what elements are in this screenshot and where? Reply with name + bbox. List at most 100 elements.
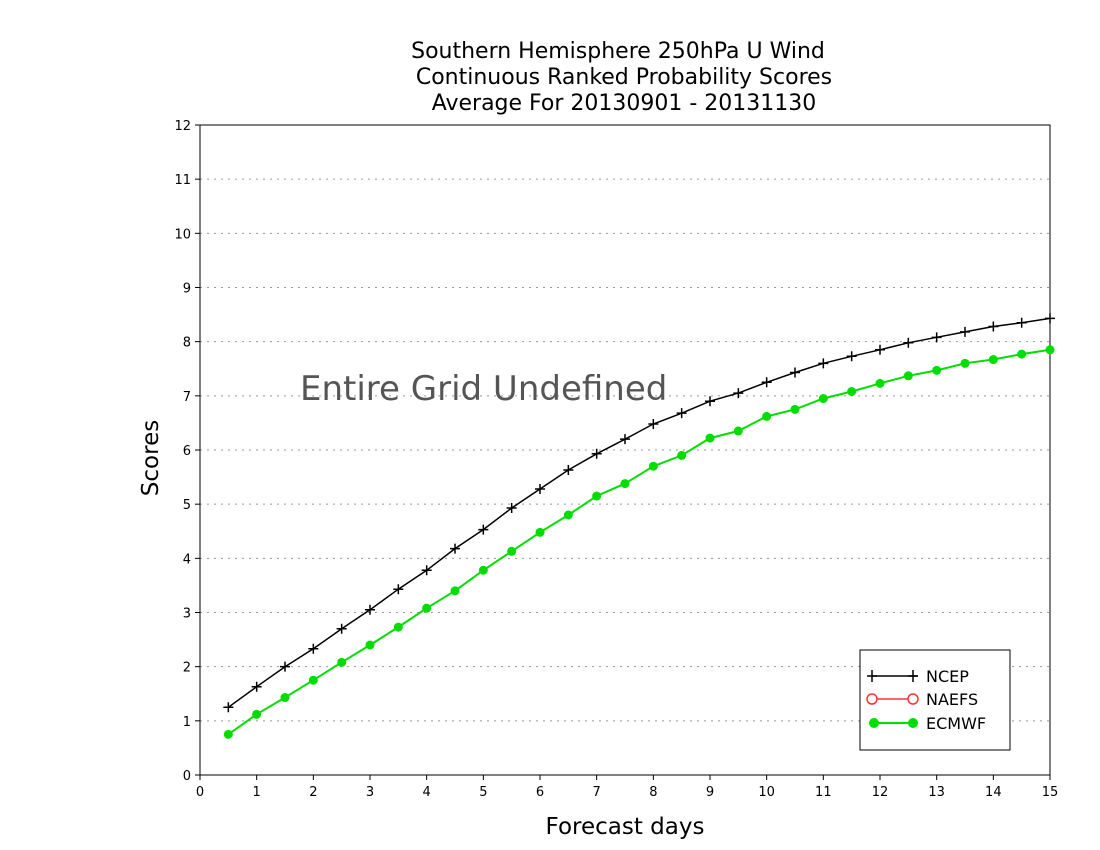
y-axis-label: Scores [138,420,164,496]
data-point-ecmwf [932,365,942,375]
x-tick-label: 7 [593,785,601,800]
data-point-ecmwf [280,693,290,703]
data-point-ncep [988,321,999,332]
y-tick-label: 1 [183,715,191,730]
series-line-ncep [227,317,1051,708]
data-point-ncep [223,702,234,713]
data-point-ecmwf [733,426,743,436]
data-point-ncep [931,332,942,343]
data-point-ncep [846,351,857,362]
y-tick-label: 6 [183,444,191,459]
data-point-ecmwf [875,378,885,388]
x-tick-label: 2 [309,785,317,800]
y-tick-label: 10 [174,227,191,242]
filled-circle-marker-icon [869,718,879,728]
data-point-ecmwf [422,603,432,613]
y-tick-label: 11 [174,173,191,188]
legend-item-naefs: NAEFS [866,690,978,709]
x-tick-label: 1 [253,785,261,800]
data-point-ncep [790,367,800,378]
data-point-ecmwf [478,565,488,575]
data-point-ncep [705,396,715,407]
legend-box [859,649,1011,751]
data-point-ncep [308,643,319,654]
data-point-ncep [336,623,347,634]
y-tick-label: 0 [183,769,191,784]
data-point-ecmwf [1017,349,1027,359]
plus-marker-icon [867,670,918,682]
data-series [223,313,1055,739]
data-point-ncep [393,584,404,595]
data-point-ecmwf [365,640,375,650]
data-point-ncep [251,681,262,692]
y-tick-label: 3 [183,607,191,622]
data-point-ncep [1016,317,1027,328]
data-point-ncep [960,326,970,337]
data-point-ncep [421,565,432,576]
data-point-ecmwf [337,657,347,667]
data-point-ecmwf [223,729,233,739]
data-point-ecmwf [847,387,857,396]
data-point-ecmwf [1045,345,1055,355]
data-point-ncep [563,465,574,476]
x-tick-label: 3 [366,785,374,800]
data-point-ecmwf [762,411,772,421]
data-point-ecmwf [592,491,602,501]
data-point-ncep [280,661,290,672]
y-tick-label: 7 [183,390,191,405]
data-point-ncep [903,337,914,348]
x-axis-label: Forecast days [546,814,705,840]
data-point-ncep [450,543,460,554]
x-tick-label: 5 [479,785,487,800]
x-tick-label: 0 [196,785,204,800]
data-point-ncep [478,524,489,535]
y-tick-label: 5 [183,498,191,513]
data-point-ncep [591,448,602,459]
data-point-ecmwf [308,675,318,685]
y-tick-label: 4 [183,552,191,567]
x-tick-label: 10 [758,785,775,800]
x-tick-label: 13 [928,785,945,800]
legend-item-ncep: NCEP [867,667,969,686]
legend-label-ncep: NCEP [926,667,969,686]
title-line-2: Continuous Ranked Probability Scores [416,65,832,90]
series-ncep [223,313,1055,713]
data-point-ncep [365,604,375,615]
data-point-ecmwf [535,527,545,537]
data-point-ecmwf [450,586,460,596]
title-line-1: Southern Hemisphere 250hPa U Wind [411,39,825,64]
x-tick-label: 9 [706,785,714,800]
data-point-ncep [676,408,687,419]
data-point-ecmwf [677,450,687,460]
series-line-ecmwf [227,348,1051,736]
data-point-ecmwf [620,479,630,489]
x-tick-label: 11 [815,785,832,800]
x-tick-label: 12 [872,785,889,800]
data-point-ecmwf [903,371,913,381]
data-point-ncep [1045,313,1055,324]
data-point-ecmwf [988,355,998,365]
data-point-ecmwf [563,510,573,520]
data-point-ecmwf [818,394,828,404]
data-point-ncep [875,344,885,355]
x-tick-label: 6 [536,785,544,800]
x-tick-label: 8 [649,785,657,800]
legend-label-naefs: NAEFS [926,690,978,709]
y-tick-label: 8 [183,336,191,351]
y-tick-label: 9 [183,282,191,297]
legend: NCEP NAEFS ECMWF [859,649,1011,751]
filled-circle-marker-icon [908,718,918,728]
x-tick-label: 15 [1042,785,1059,800]
open-circle-marker-icon [866,693,878,705]
annotation-entire-grid-undefined: Entire Grid Undefined [300,369,667,409]
data-point-ecmwf [960,358,970,368]
data-point-ecmwf [648,461,658,471]
data-point-ncep [535,484,545,494]
data-point-ncep [761,377,772,388]
title-line-3: Average For 20130901 - 20131130 [432,91,817,116]
legend-item-ecmwf: ECMWF [869,714,986,733]
data-point-ncep [648,419,659,429]
series-ecmwf [223,345,1055,739]
